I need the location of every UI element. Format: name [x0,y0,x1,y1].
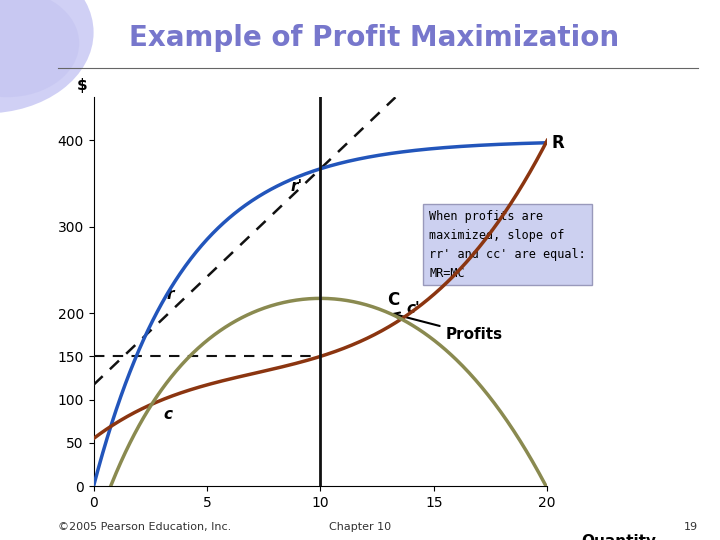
Text: c: c [164,407,173,422]
Text: r: r [166,287,174,302]
Text: ©2005 Pearson Education, Inc.: ©2005 Pearson Education, Inc. [58,522,231,532]
Text: 19: 19 [684,522,698,532]
Text: Chapter 10: Chapter 10 [329,522,391,532]
Text: R: R [552,134,564,152]
Text: When profits are
maximized, slope of
rr' and cc' are equal:
MR=MC: When profits are maximized, slope of rr'… [429,210,586,280]
Text: C: C [387,291,399,309]
Text: $: $ [77,78,88,93]
Text: Profits: Profits [393,313,503,342]
Text: Quantity: Quantity [581,534,656,540]
Text: Example of Profit Maximization: Example of Profit Maximization [130,24,619,52]
Text: r': r' [291,179,303,194]
Text: c': c' [407,301,420,316]
